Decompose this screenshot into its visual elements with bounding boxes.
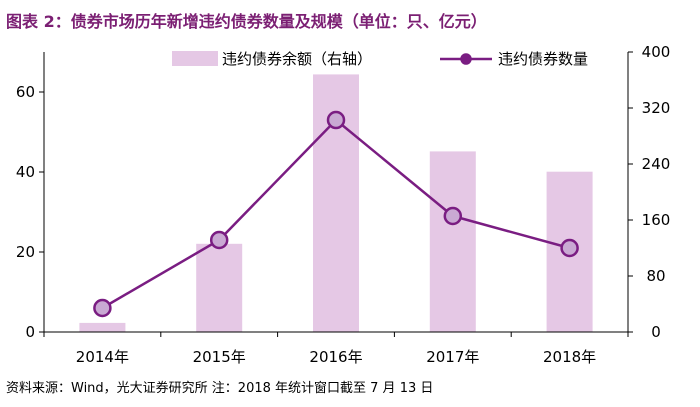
- line-point-4: [560, 238, 579, 258]
- source-note: 资料来源：Wind，光大证券研究所 注：2018 年统计窗口截至 7 月 13 …: [6, 381, 434, 396]
- left-tick-label-2: 40: [16, 163, 35, 181]
- left-tick-label-0: 0: [25, 323, 35, 341]
- legend-bar-label: 违约债券余额（右轴）: [222, 50, 372, 68]
- x-tick-label-2: 2016年: [309, 348, 362, 366]
- right-tick-label-2: 160: [642, 211, 671, 229]
- bar-1: [196, 243, 243, 332]
- x-tick-label-0: 2014年: [76, 348, 129, 366]
- line-point-0: [93, 298, 112, 318]
- bar-3: [429, 151, 476, 332]
- line-point-3: [443, 206, 463, 226]
- right-tick-label-4: 320: [642, 99, 671, 117]
- right-tick-label-5: 400: [642, 43, 671, 61]
- legend-line-marker: [460, 53, 472, 65]
- bar-0: [79, 322, 126, 332]
- line-point-2: [326, 110, 346, 130]
- line-point-1: [209, 230, 229, 250]
- right-tick-label-1: 80: [646, 267, 665, 285]
- right-tick-label-0: 0: [651, 323, 661, 341]
- left-tick-label-1: 20: [16, 243, 35, 261]
- legend-line-label: 违约债券数量: [498, 50, 588, 68]
- legend-bar-swatch: [172, 51, 218, 66]
- x-tick-label-1: 2015年: [193, 348, 246, 366]
- chart-title: 图表 2：债券市场历年新增违约债券数量及规模（单位：只、亿元）: [6, 12, 487, 31]
- x-tick-label-3: 2017年: [426, 348, 479, 366]
- x-tick-label-4: 2018年: [543, 348, 596, 366]
- right-tick-label-3: 240: [642, 155, 671, 173]
- left-tick-label-3: 60: [16, 83, 35, 101]
